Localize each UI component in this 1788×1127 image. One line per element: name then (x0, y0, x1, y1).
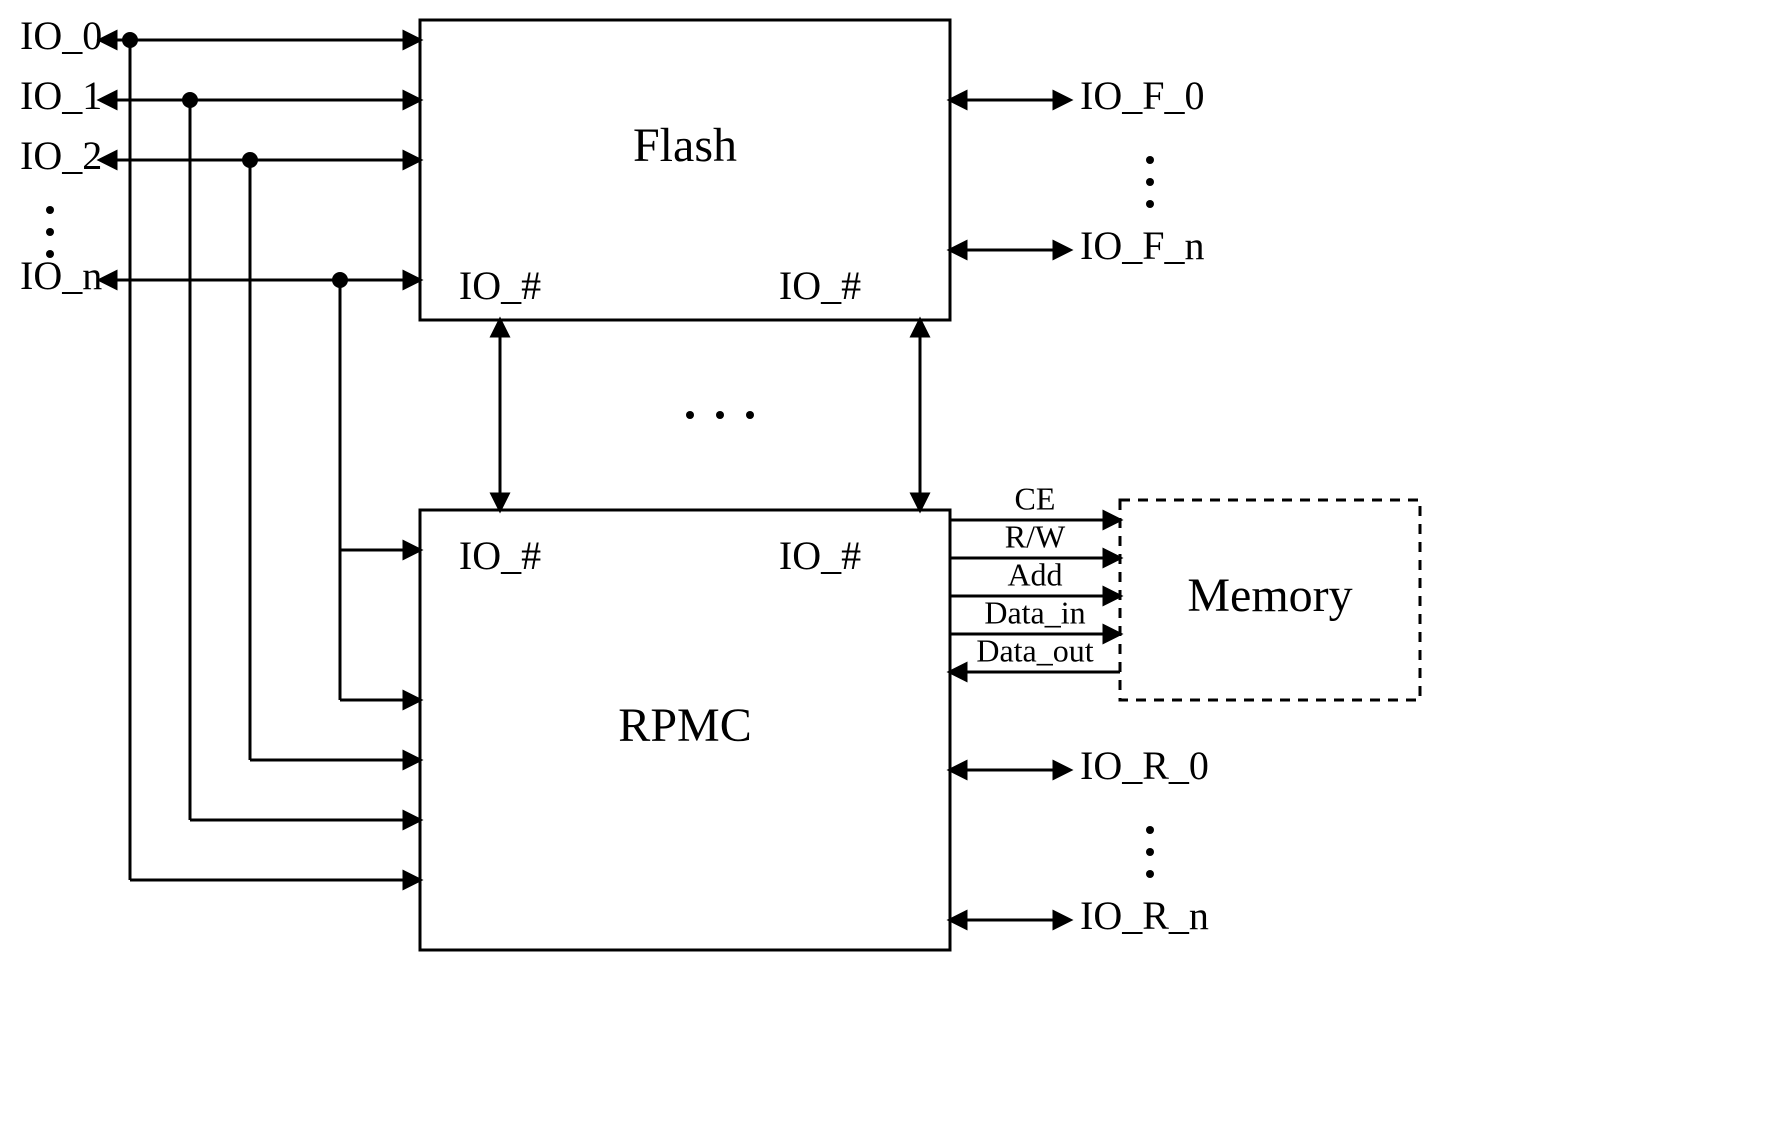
rpmc-right-io-label-0: IO_R_0 (1080, 743, 1209, 788)
left-io-vdots (46, 250, 54, 258)
flash-right-vdots (1146, 200, 1154, 208)
flash-right-vdots (1146, 156, 1154, 164)
rpmc-io-hash-left: IO_# (459, 533, 541, 578)
flash-right-io-label-0: IO_F_0 (1080, 73, 1204, 118)
flash-io-hash-right: IO_# (779, 263, 861, 308)
flash-label: Flash (633, 119, 737, 172)
mem-sig-label-1: R/W (1005, 518, 1066, 554)
mem-sig-label-4: Data_out (976, 632, 1093, 668)
left-io-vdots (46, 206, 54, 214)
rpmc-right-vdots (1146, 848, 1154, 856)
flash-rpmc-hdots (716, 411, 724, 419)
left-io-label-0: IO_0 (20, 13, 102, 58)
mem-sig-label-2: Add (1007, 556, 1062, 592)
rpmc-io-hash-right: IO_# (779, 533, 861, 578)
flash-right-io-label-1: IO_F_n (1080, 223, 1204, 268)
flash-right-vdots (1146, 178, 1154, 186)
left-io-label-3: IO_n (20, 253, 102, 298)
memory-label: Memory (1187, 569, 1352, 622)
left-io-vdots (46, 228, 54, 236)
left-io-label-1: IO_1 (20, 73, 102, 118)
rpmc-right-io-label-1: IO_R_n (1080, 893, 1209, 938)
rpmc-right-vdots (1146, 870, 1154, 878)
flash-io-hash-left: IO_# (459, 263, 541, 308)
mem-sig-label-3: Data_in (984, 594, 1085, 630)
rpmc-label: RPMC (618, 699, 751, 752)
left-io-label-2: IO_2 (20, 133, 102, 178)
flash-rpmc-hdots (746, 411, 754, 419)
mem-sig-label-0: CE (1015, 480, 1056, 516)
rpmc-right-vdots (1146, 826, 1154, 834)
flash-rpmc-hdots (686, 411, 694, 419)
